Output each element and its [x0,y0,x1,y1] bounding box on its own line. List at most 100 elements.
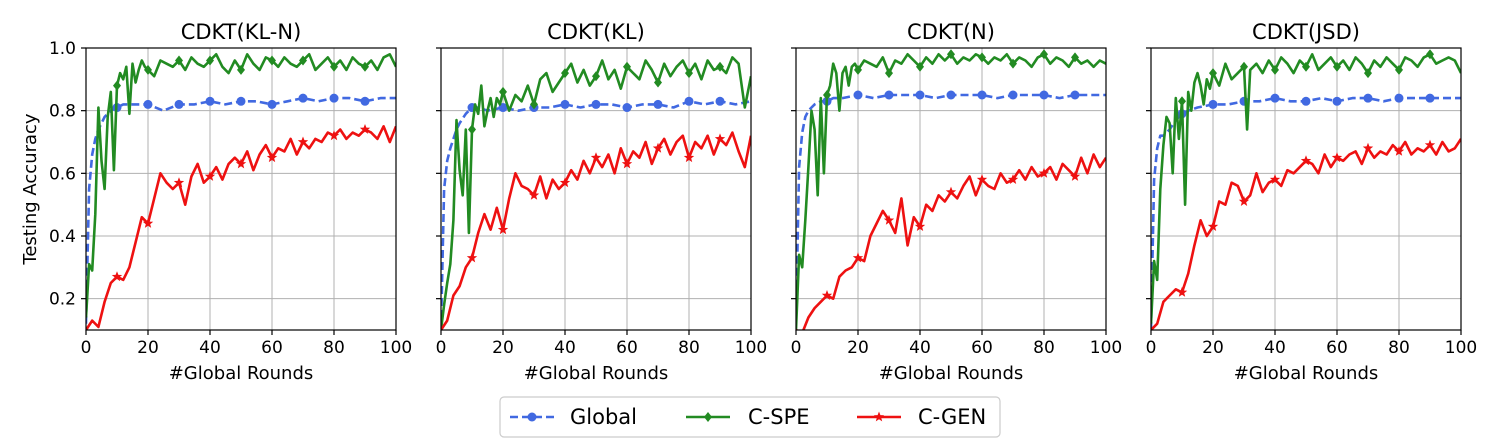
chart-panels: 0 20 40 60 80 100 0.2 0.4 0.6 0.8 1.0 #Global Round… [49,20,1477,384]
legend-box [499,396,1001,438]
data-point-c-spe [361,61,369,72]
x-axis-label: #Global Rounds [1234,363,1379,384]
data-point-c-spe [175,55,183,66]
data-point-global [946,90,956,100]
x-tick-label: 20 [847,338,869,358]
data-point-global [715,96,725,106]
legend-label-global: Global [570,405,637,429]
panel-title: CDKT(JSD) [1252,20,1360,44]
series-line-c-gen [1151,138,1461,330]
data-point-global [298,93,308,103]
data-point-global [684,96,694,106]
y-tick-label: 0.6 [49,164,76,184]
axes-frame [1150,47,1462,331]
data-point-c-spe [1302,61,1310,72]
data-point-c-spe [530,99,538,110]
series-line-c-spe [86,53,396,318]
data-point-c-spe [623,61,631,72]
data-point-c-spe [1271,64,1279,75]
data-point-c-spe [1071,52,1079,63]
x-axis-label: #Global Rounds [879,363,1024,384]
legend-label-c-gen: C-GEN [918,405,986,429]
data-point-c-gen [1238,196,1250,206]
data-point-c-spe [685,68,693,79]
data-point-c-gen [683,152,695,163]
plot-area [441,56,751,330]
axes-frame [440,47,752,331]
panel-2: 0 20 40 60 80 100 #Global Rounds CDKT(KL) [436,20,768,384]
panel-title: CDKT(N) [907,20,995,44]
data-point-global [591,99,601,109]
y-tick-label: 0.4 [49,227,76,247]
axes-frame [85,47,397,331]
data-point-c-gen [1362,142,1374,153]
data-point-c-spe [654,77,662,88]
data-point-global [1270,93,1280,103]
series-line-global [796,93,1106,324]
grid [440,47,752,330]
x-tick-label: 60 [261,338,283,358]
data-point-c-spe [1240,61,1248,72]
data-point-c-gen [652,142,664,153]
legend-marker-c-spe [704,412,712,422]
data-point-global [329,93,339,103]
data-point-c-spe [854,64,862,75]
data-point-c-spe [1009,58,1017,69]
axes-frame [795,47,1107,331]
data-point-c-spe [592,71,600,82]
x-tick-label: 60 [616,338,638,358]
data-point-c-spe [947,49,955,60]
panel-title: CDKT(KL) [547,20,645,44]
x-tick-label: 0 [436,338,447,358]
data-point-c-gen [1269,174,1281,184]
data-point-c-spe [823,90,831,100]
data-point-c-spe [1333,61,1341,72]
data-point-c-gen [883,214,895,225]
x-tick-label: 100 [1445,338,1477,358]
data-point-c-gen [1069,171,1081,181]
x-tick-label: 80 [323,338,345,358]
data-point-c-spe [468,124,476,135]
data-point-c-spe [499,86,507,97]
x-tick-label: 20 [137,338,159,358]
data-point-c-gen [590,152,602,163]
data-point-c-spe [1395,64,1403,75]
plot-area [796,49,1106,330]
data-point-c-gen [852,252,864,263]
data-point-c-gen [976,174,988,184]
data-point-c-gen [914,221,926,231]
data-point-global [622,103,632,113]
data-point-c-gen [528,189,540,200]
data-point-global [884,90,894,100]
data-point-c-spe [885,68,893,79]
x-tick-label: 0 [1146,338,1157,358]
x-tick-label: 40 [909,338,931,358]
y-axis-label: Testing Accuracy [20,113,41,266]
data-point-global [560,99,570,109]
data-point-c-spe [978,52,986,63]
legend-label-c-spe: C-SPE [748,405,810,429]
plot-area [86,53,396,330]
x-tick-label: 0 [81,338,92,358]
data-point-global [853,90,863,100]
data-point-c-spe [113,80,121,91]
data-point-c-spe [1209,68,1217,79]
grid [85,47,397,330]
x-tick-label: 20 [492,338,514,358]
data-point-global [1363,93,1373,103]
y-tick-label: 0.8 [49,102,76,122]
data-point-c-gen [235,158,247,169]
series-line-c-gen [86,125,396,330]
data-point-global [236,96,246,106]
series-line-global [1151,96,1461,330]
data-point-c-gen [1393,145,1405,156]
data-point-global [360,96,370,106]
data-point-c-spe [716,61,724,72]
panel-4: 0 20 40 60 80 100 #Global Rounds CDKT(JSD) [1146,20,1478,384]
data-point-c-gen [328,130,340,141]
data-point-c-gen [1424,139,1436,150]
data-point-c-gen [142,218,154,228]
x-tick-label: 100 [380,338,412,358]
data-point-global [1332,96,1342,106]
